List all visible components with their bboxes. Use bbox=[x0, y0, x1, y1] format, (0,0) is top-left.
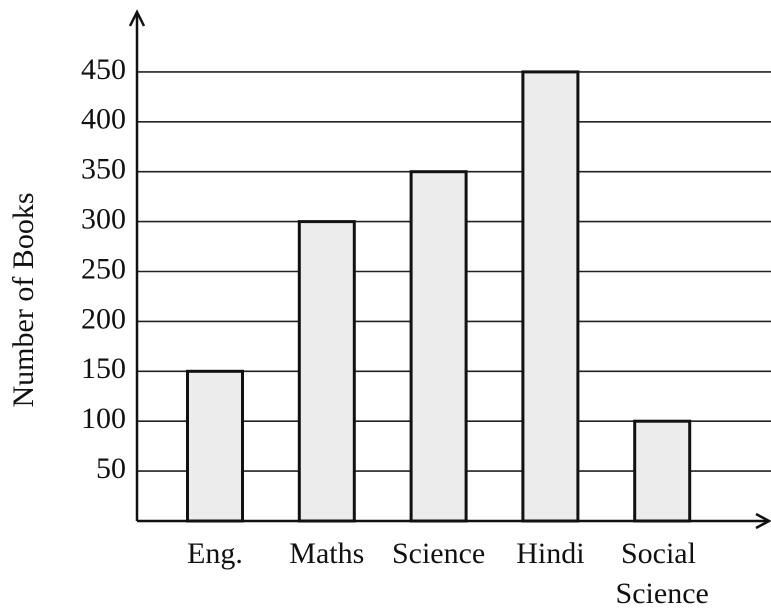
x-tick-label: Social Science bbox=[616, 537, 709, 610]
bar bbox=[521, 70, 580, 523]
bar bbox=[633, 419, 692, 523]
y-tick-label: 450 bbox=[81, 53, 126, 86]
x-tick-label: Maths bbox=[289, 537, 364, 570]
y-tick-label: 100 bbox=[81, 402, 126, 435]
x-tick-label: Hindi bbox=[516, 537, 584, 570]
y-axis-arrow bbox=[128, 9, 146, 27]
y-axis-label: Number of Books bbox=[7, 193, 40, 408]
bar bbox=[186, 369, 244, 523]
y-tick-label: 150 bbox=[81, 352, 126, 385]
y-tick-label: 250 bbox=[81, 252, 126, 285]
x-tick-label: Eng. bbox=[187, 537, 243, 570]
y-tick-label: 50 bbox=[96, 452, 126, 485]
bar bbox=[297, 220, 356, 523]
x-axis-arrow bbox=[755, 512, 771, 530]
bar bbox=[409, 170, 468, 523]
y-tick-label: 200 bbox=[81, 302, 126, 335]
y-tick-label: 400 bbox=[81, 103, 126, 136]
x-tick-label: Science bbox=[392, 537, 485, 570]
y-tick-label: 300 bbox=[81, 202, 126, 235]
bars bbox=[186, 70, 692, 523]
y-tick-label: 350 bbox=[81, 153, 126, 186]
